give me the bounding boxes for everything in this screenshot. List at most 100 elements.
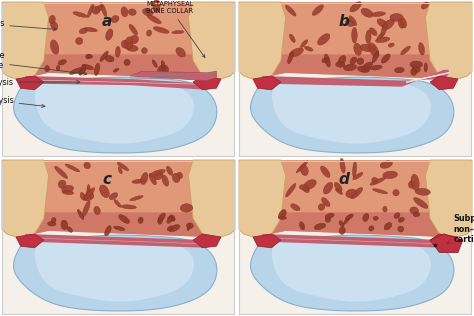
Ellipse shape: [121, 205, 137, 209]
Ellipse shape: [153, 27, 169, 33]
Ellipse shape: [380, 161, 392, 168]
Ellipse shape: [58, 180, 66, 188]
Polygon shape: [425, 160, 472, 237]
Bar: [239, 160, 472, 314]
Ellipse shape: [82, 64, 93, 70]
Ellipse shape: [377, 33, 384, 40]
Polygon shape: [251, 235, 454, 311]
Polygon shape: [239, 2, 286, 79]
Ellipse shape: [408, 181, 416, 188]
Ellipse shape: [383, 206, 387, 212]
Ellipse shape: [381, 24, 387, 37]
Ellipse shape: [124, 59, 130, 65]
Polygon shape: [35, 54, 207, 79]
Ellipse shape: [121, 40, 129, 48]
Ellipse shape: [114, 226, 125, 231]
Ellipse shape: [314, 223, 326, 229]
Ellipse shape: [62, 191, 73, 195]
Ellipse shape: [47, 222, 56, 226]
Ellipse shape: [304, 46, 313, 51]
Ellipse shape: [51, 21, 58, 30]
Ellipse shape: [158, 217, 163, 224]
Ellipse shape: [352, 27, 357, 43]
Ellipse shape: [88, 55, 93, 58]
Polygon shape: [14, 235, 217, 311]
Polygon shape: [272, 212, 444, 237]
Bar: [2, 160, 235, 314]
Ellipse shape: [92, 6, 100, 14]
Polygon shape: [253, 234, 281, 248]
Ellipse shape: [55, 166, 68, 179]
Ellipse shape: [285, 5, 296, 16]
Ellipse shape: [344, 215, 351, 224]
Ellipse shape: [158, 213, 165, 221]
Polygon shape: [35, 160, 207, 237]
Ellipse shape: [146, 30, 152, 36]
Ellipse shape: [118, 215, 129, 223]
Ellipse shape: [125, 37, 133, 49]
Ellipse shape: [79, 69, 86, 74]
Ellipse shape: [100, 2, 107, 17]
Ellipse shape: [354, 43, 362, 55]
Ellipse shape: [375, 37, 390, 43]
Ellipse shape: [278, 210, 286, 219]
Text: d: d: [338, 172, 349, 187]
Ellipse shape: [419, 43, 425, 55]
Ellipse shape: [369, 43, 379, 58]
Polygon shape: [272, 77, 431, 144]
Ellipse shape: [323, 182, 333, 194]
Polygon shape: [35, 212, 207, 237]
Ellipse shape: [128, 9, 136, 15]
Ellipse shape: [361, 62, 373, 72]
Ellipse shape: [150, 169, 165, 176]
Ellipse shape: [301, 40, 308, 47]
Ellipse shape: [370, 178, 385, 185]
Ellipse shape: [141, 173, 148, 185]
Ellipse shape: [138, 217, 143, 223]
Ellipse shape: [318, 34, 330, 45]
Ellipse shape: [45, 65, 49, 72]
Ellipse shape: [130, 196, 143, 201]
Polygon shape: [425, 2, 472, 79]
Ellipse shape: [153, 0, 160, 13]
Polygon shape: [193, 234, 221, 248]
Polygon shape: [272, 235, 431, 302]
Ellipse shape: [324, 54, 330, 67]
Ellipse shape: [129, 24, 137, 35]
Ellipse shape: [105, 56, 114, 62]
Bar: [239, 3, 472, 155]
Ellipse shape: [105, 226, 111, 236]
Ellipse shape: [168, 216, 175, 221]
Ellipse shape: [304, 179, 316, 190]
Polygon shape: [188, 2, 235, 79]
Ellipse shape: [336, 189, 343, 194]
Ellipse shape: [318, 204, 325, 210]
Polygon shape: [35, 2, 207, 79]
Ellipse shape: [143, 9, 153, 16]
Polygon shape: [272, 2, 444, 79]
Ellipse shape: [79, 28, 88, 34]
Ellipse shape: [166, 166, 173, 175]
Ellipse shape: [357, 58, 364, 64]
Ellipse shape: [187, 223, 191, 231]
Ellipse shape: [372, 51, 379, 63]
Ellipse shape: [100, 51, 108, 61]
Ellipse shape: [353, 161, 356, 177]
Ellipse shape: [157, 65, 164, 75]
Ellipse shape: [149, 173, 156, 185]
Ellipse shape: [339, 221, 344, 227]
Ellipse shape: [325, 213, 334, 219]
Ellipse shape: [373, 189, 388, 194]
Ellipse shape: [176, 47, 185, 57]
Ellipse shape: [173, 173, 180, 183]
Ellipse shape: [388, 43, 394, 47]
Ellipse shape: [86, 190, 92, 198]
Ellipse shape: [370, 65, 382, 70]
Ellipse shape: [401, 46, 410, 55]
Ellipse shape: [288, 52, 293, 64]
Polygon shape: [253, 76, 281, 90]
Ellipse shape: [377, 19, 388, 27]
Ellipse shape: [56, 65, 60, 71]
Ellipse shape: [79, 65, 86, 75]
Ellipse shape: [67, 227, 73, 232]
